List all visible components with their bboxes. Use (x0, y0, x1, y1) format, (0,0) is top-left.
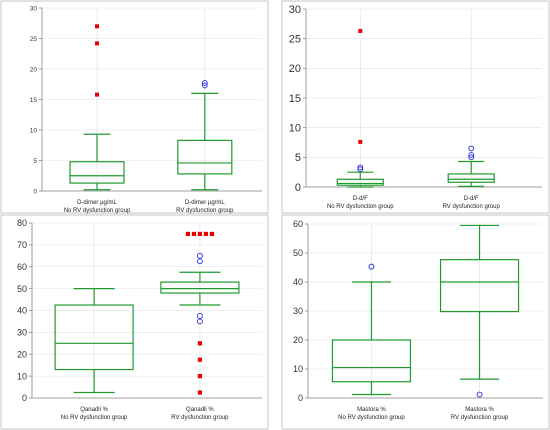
category-label-line2: No RV dysfunction group (64, 208, 131, 214)
y-tick-label: 25 (30, 36, 38, 43)
y-tick-label: 15 (30, 97, 38, 104)
outlier-far-marker (95, 24, 99, 28)
y-tick-label: 20 (30, 66, 38, 73)
y-tick-label: 30 (289, 4, 301, 16)
panel-d-dimer: 0 5 10 15 20 25 30 D-dimer µg/mL No RV dysfuncti… (1, 1, 268, 214)
category-label-line1: D-dimer µg/mL (185, 200, 225, 206)
outlier-far-marker (192, 232, 196, 236)
outlier-far-marker (198, 341, 202, 345)
y-tick-label: 5 (33, 158, 37, 165)
y-tick-label: 60 (17, 262, 27, 272)
y-tick-label: 50 (17, 284, 27, 294)
outlier-far-marker (358, 140, 362, 144)
outlier-far-marker (210, 232, 214, 236)
y-tick-label: 40 (17, 306, 27, 316)
category-label-line1: Mastora % (465, 407, 494, 413)
box-plot-rv-dysfunction (178, 81, 232, 190)
y-tick-label: 40 (293, 277, 303, 287)
category-label-line2: No RV dysfunction group (61, 415, 128, 421)
outlier-far-marker (358, 29, 362, 33)
y-tick-label: 20 (17, 349, 27, 359)
outlier-far-marker (186, 232, 190, 236)
category-label-line2: No RV dysfunction group (338, 415, 405, 421)
category-label-line1: D-dimer µg/mL (77, 200, 117, 206)
y-tick-label: 0 (298, 393, 303, 403)
y-tick-label: 15 (289, 93, 301, 105)
panel-frame (282, 1, 549, 213)
panel-frame (1, 1, 268, 213)
y-tick-label: 10 (17, 371, 27, 381)
outlier-far-marker (198, 232, 202, 236)
category-label-line1: Qanadli % (80, 407, 108, 413)
panel-d-d-per-f: 0 5 10 15 20 25 30 D-d/F No RV dysfunction group… (282, 1, 549, 213)
outlier-far-marker (204, 232, 208, 236)
category-label-line2: RV dysfunction group (443, 204, 501, 210)
y-tick-label: 70 (17, 240, 27, 250)
category-label-line2: RV dysfunction group (451, 415, 509, 421)
outlier-far-marker (198, 374, 202, 378)
outlier-far-marker (198, 390, 202, 394)
y-tick-label: 0 (22, 393, 27, 403)
category-label-line1: D-d/F (353, 196, 368, 202)
category-label-line1: Qanadli % (186, 407, 214, 413)
y-tick-label: 10 (289, 123, 301, 135)
y-tick-label: 20 (289, 63, 301, 75)
panel-frame (282, 215, 549, 429)
category-label-line1: Mastora % (357, 407, 386, 413)
y-tick-label: 20 (293, 335, 303, 345)
category-label-line2: No RV dysfunction group (327, 204, 394, 210)
panel-frame (1, 215, 268, 429)
y-tick-label: 25 (289, 34, 301, 46)
y-tick-label: 10 (293, 364, 303, 374)
y-tick-label: 60 (293, 219, 303, 229)
y-tick-label: 50 (293, 248, 303, 258)
y-tick-label: 5 (295, 152, 301, 164)
category-label-line2: RV dysfunction group (171, 415, 229, 421)
y-tick-label: 30 (17, 328, 27, 338)
y-tick-label: 80 (17, 218, 27, 228)
outlier-far-marker (198, 358, 202, 362)
y-tick-label: 30 (30, 5, 38, 12)
outlier-far-marker (95, 41, 99, 45)
outlier-far-marker (95, 93, 99, 97)
y-tick-label: 0 (295, 182, 301, 194)
y-tick-label: 10 (30, 127, 38, 134)
category-label-line2: RV dysfunction group (176, 208, 234, 214)
panel-mastora: 0 10 20 30 40 50 60 Mastora % No RV dysfunction … (282, 215, 549, 429)
box-plot-rv-dysfunction (441, 225, 519, 397)
y-tick-label: 30 (293, 306, 303, 316)
y-tick-label: 0 (33, 188, 37, 195)
panel-qanadli: 0 10 20 30 40 50 60 70 80 Qanadli % No RV dysfunct… (1, 215, 268, 429)
category-label-line1: D-d/F (464, 196, 479, 202)
